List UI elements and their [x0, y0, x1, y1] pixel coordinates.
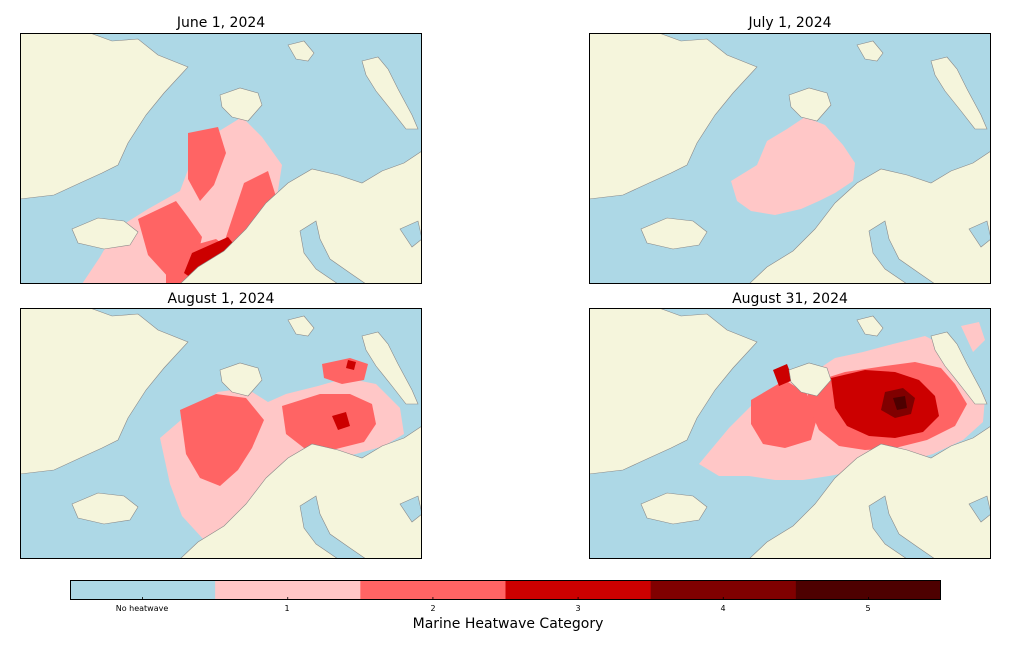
map-august-1-svg: [20, 308, 422, 559]
greenland-land: [20, 33, 189, 200]
kara-inlet: [399, 220, 422, 248]
heatwave-region-category-2: [180, 394, 264, 486]
svalbard-land: [219, 87, 263, 122]
white-sea: [868, 220, 936, 284]
panel-title-august-31: August 31, 2024: [732, 291, 848, 307]
colorbar-label-4: 4: [720, 604, 726, 613]
novaya-zemlya-land: [361, 331, 419, 405]
greenland-land: [589, 33, 758, 200]
svalbard-land: [219, 362, 263, 397]
iceland-land: [71, 217, 139, 250]
svalbard-land: [788, 87, 832, 122]
colorbar-label-no-heatwave: No heatwave: [115, 604, 169, 613]
colorbar-segment-3: [505, 580, 652, 600]
white-sea: [299, 220, 367, 284]
white-sea: [299, 495, 367, 559]
colorbar: [70, 580, 942, 600]
heatwave-region-category-2: [282, 394, 376, 450]
panel-title-june-1: June 1, 2024: [176, 15, 266, 31]
kara-inlet: [399, 495, 422, 523]
franz-josef-land: [856, 40, 884, 62]
franz-josef-land: [287, 40, 315, 62]
novaya-zemlya-land: [930, 56, 988, 130]
heatwave-region-category-3: [332, 412, 350, 430]
colorbar-label-2: 2: [430, 604, 436, 613]
colorbar-segment-0: [70, 580, 216, 600]
kara-inlet: [968, 220, 991, 248]
scandinavia-russia-land: [179, 425, 422, 559]
colorbar-label-3: 3: [575, 604, 581, 613]
map-august-1: [20, 308, 422, 559]
heatwave-region-category-2: [322, 358, 368, 384]
panel-title-august-1: August 1, 2024: [167, 291, 275, 307]
iceland-land: [640, 217, 708, 250]
colorbar-svg: [70, 580, 942, 600]
franz-josef-land: [287, 315, 315, 337]
novaya-zemlya-land: [361, 56, 419, 130]
heatwave-region-category-1: [961, 322, 985, 352]
greenland-land: [589, 308, 758, 475]
svalbard-land: [788, 362, 832, 397]
scandinavia-russia-land: [179, 150, 422, 284]
heatwave-region-category-5: [893, 396, 907, 410]
colorbar-frame: [70, 580, 941, 600]
colorbar-title: Marine Heatwave Category: [412, 616, 604, 632]
map-august-31-svg: [589, 308, 991, 559]
map-june-1-svg: [20, 33, 422, 284]
heatwave-region-category-3: [346, 360, 356, 370]
colorbar-segment-4: [650, 580, 797, 600]
colorbar-label-1: 1: [284, 604, 290, 613]
heatwave-region-category-2: [188, 127, 226, 201]
panel-title-july-1: July 1, 2024: [748, 15, 832, 31]
franz-josef-land: [856, 315, 884, 337]
map-june-1: [20, 33, 422, 284]
map-frame: [20, 33, 422, 284]
map-frame: [589, 33, 991, 284]
iceland-land: [640, 492, 708, 525]
novaya-zemlya-land: [930, 331, 988, 405]
white-sea: [868, 495, 936, 559]
scandinavia-russia-land: [748, 425, 991, 559]
colorbar-label-5: 5: [865, 604, 871, 613]
heatwave-region-category-2: [751, 380, 817, 448]
greenland-land: [20, 308, 189, 475]
map-august-31: [589, 308, 991, 559]
heatwave-region-category-3: [773, 364, 793, 386]
scandinavia-russia-land: [748, 150, 991, 284]
iceland-land: [71, 492, 139, 525]
kara-inlet: [968, 495, 991, 523]
colorbar-segment-1: [215, 580, 361, 600]
heatwave-region-category-1: [731, 117, 855, 215]
map-frame: [20, 308, 422, 559]
map-july-1: [589, 33, 991, 284]
map-frame: [589, 308, 991, 559]
colorbar-segment-2: [360, 580, 506, 600]
colorbar-segment-5: [795, 580, 942, 600]
map-july-1-svg: [589, 33, 991, 284]
